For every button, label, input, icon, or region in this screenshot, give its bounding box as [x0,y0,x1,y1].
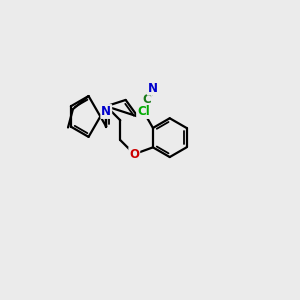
Text: N: N [101,105,111,118]
Text: Cl: Cl [137,105,150,118]
Text: O: O [129,148,139,160]
Text: N: N [148,82,158,94]
Text: C: C [142,93,151,106]
